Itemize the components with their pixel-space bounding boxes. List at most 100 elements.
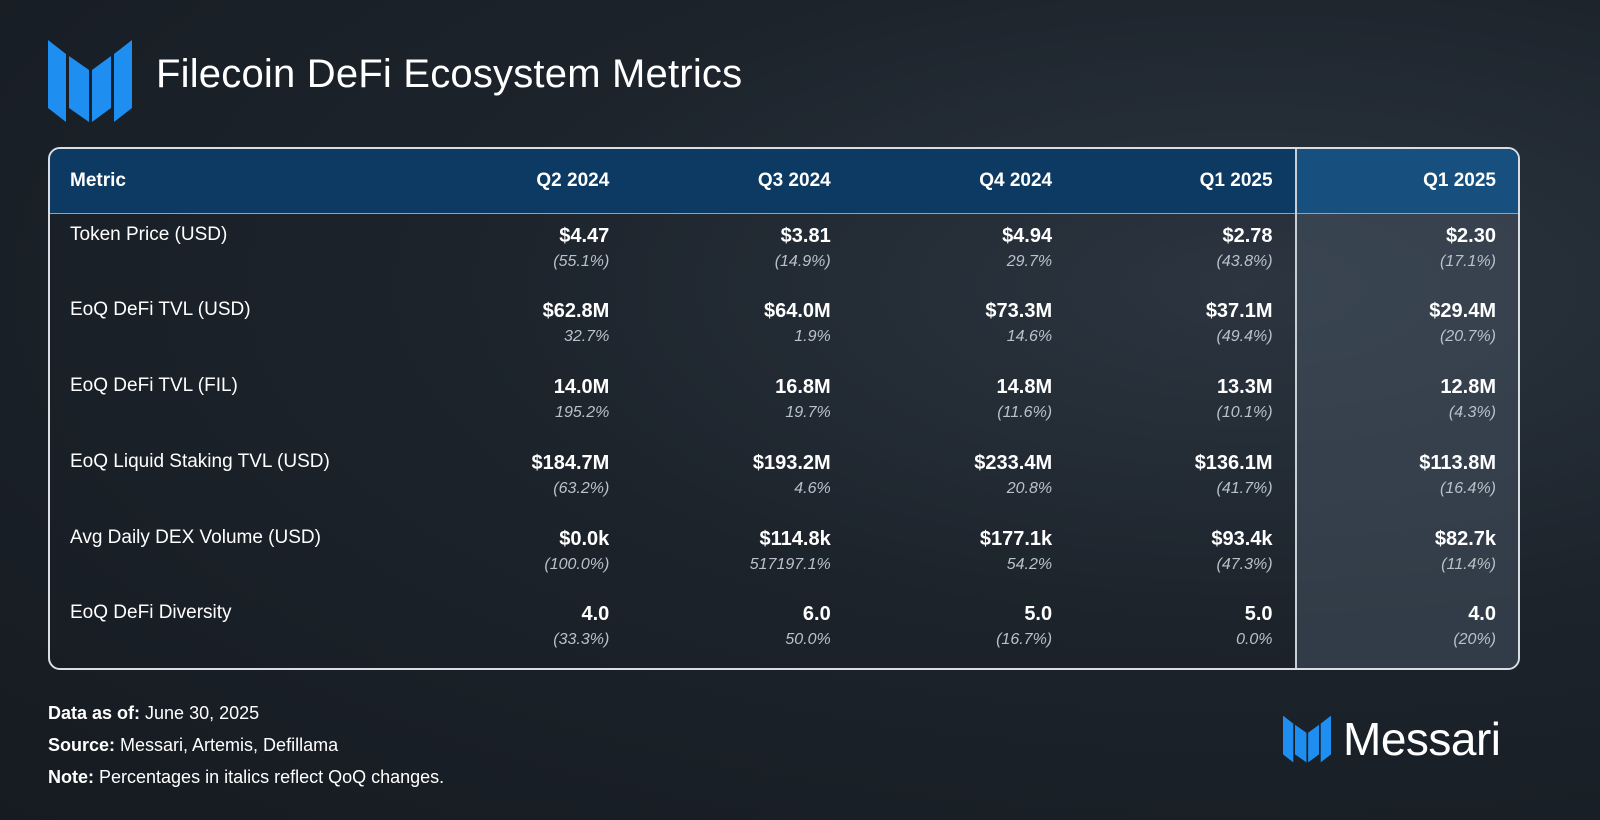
cell-value: $177.1k (979, 527, 1053, 550)
table-row: EoQ DeFi TVL (FIL) 14.0M 195.2% 16.8M 19.7% 1… (50, 365, 1518, 441)
cell-value: 4.0 (581, 603, 610, 626)
table-cell: $136.1M (41.7%) (1074, 441, 1295, 517)
cell-change: 20.8% (1006, 479, 1053, 497)
cell-value: $29.4M (1429, 300, 1496, 323)
cell-change: (43.8%) (1216, 252, 1273, 270)
cell-value: $2.30 (1445, 224, 1496, 247)
table-cell: 4.0 (20%) (1294, 592, 1518, 668)
cell-change: (33.3%) (553, 631, 610, 649)
cell-value: $2.78 (1222, 224, 1273, 247)
metric-label: EoQ Liquid Staking TVL (USD) (70, 450, 330, 472)
footer-notes: Data as of: June 30, 2025 Source: Messar… (48, 697, 444, 793)
source-line: Source: Messari, Artemis, Defillama (48, 735, 339, 755)
cell-change: (10.1%) (1216, 404, 1273, 422)
table-cell: $82.7k (11.4%) (1294, 516, 1518, 593)
metric-label: Avg Daily DEX Volume (USD) (70, 526, 321, 548)
table-cell: $64.0M 1.9% (631, 289, 852, 365)
cell-value: $93.4k (1211, 527, 1273, 550)
table-cell: $2.78 (43.8%) (1074, 213, 1295, 289)
column-header: Metric (50, 149, 404, 214)
cell-value: 4.0 (1468, 603, 1496, 626)
cell-change: (47.3%) (1216, 555, 1273, 573)
cell-change: 32.7% (563, 328, 610, 346)
table-cell: 5.0 0.0% (1074, 592, 1295, 668)
cell-value: $4.94 (1002, 224, 1053, 247)
table-cell: $4.47 (55.1%) (404, 213, 631, 289)
cell-value: $233.4M (974, 451, 1053, 474)
table-row: Token Price (USD) $4.47 (55.1%) $3.81 (14.9%… (50, 213, 1518, 290)
cell-value: 16.8M (775, 376, 831, 399)
cell-value: $62.8M (542, 300, 610, 323)
metric-label: EoQ DeFi TVL (USD) (70, 299, 251, 321)
cell-value: 12.8M (1440, 376, 1496, 399)
table-cell: $177.1k 54.2% (853, 517, 1074, 593)
table-cell: $4.94 29.7% (853, 213, 1074, 289)
table-cell: 16.8M 19.7% (631, 365, 852, 441)
cell-change: (20%) (1453, 631, 1496, 649)
table-cell: $37.1M (49.4%) (1074, 289, 1295, 365)
cell-change: 54.2% (1006, 555, 1053, 573)
column-header: Q1 2025 (1074, 149, 1296, 214)
table-cell: $62.8M 32.7% (404, 289, 631, 365)
cell-change: (55.1%) (553, 252, 610, 270)
table-cell: $0.0k (100.0%) (404, 517, 631, 593)
table-cell: 6.0 50.0% (631, 592, 852, 668)
cell-value: 14.8M (996, 376, 1053, 399)
metrics-table: Metric Q2 2024 Q3 2024 Q4 2024 Q1 2025 Q… (50, 149, 1518, 668)
cell-change: (14.9%) (774, 252, 831, 270)
cell-change: (63.2%) (553, 479, 610, 497)
cell-value: $113.8M (1419, 451, 1496, 474)
table-cell: $29.4M (20.7%) (1294, 289, 1518, 366)
table-cell: $3.81 (14.9%) (631, 213, 852, 289)
cell-change: 0.0% (1236, 631, 1273, 649)
cell-change: 14.6% (1006, 328, 1053, 346)
cell-value: $37.1M (1205, 300, 1273, 323)
table-cell: $193.2M 4.6% (631, 441, 852, 517)
cell-change: 50.0% (785, 631, 831, 649)
cell-value: 5.0 (1024, 603, 1053, 626)
table-row: EoQ DeFi Diversity 4.0 (33.3%) 6.0 50.0% 5.0 (… (50, 592, 1518, 668)
cell-change: (11.6%) (997, 404, 1053, 422)
cell-change: 29.7% (1006, 252, 1053, 270)
cell-value: $136.1M (1194, 451, 1273, 474)
cell-change: 1.9% (794, 328, 831, 346)
data-as-of: Data as of: June 30, 2025 (48, 703, 260, 723)
table-cell: $2.30 (17.1%) (1294, 213, 1518, 290)
table-cell: $184.7M (63.2%) (404, 441, 631, 517)
messari-brand-icon (1283, 715, 1331, 763)
cell-value: 6.0 (802, 603, 831, 626)
table-cell: 4.0 (33.3%) (404, 592, 631, 668)
cell-value: $4.47 (559, 224, 610, 247)
cell-change: (16.7%) (996, 631, 1053, 649)
metric-label: EoQ DeFi Diversity (70, 602, 232, 624)
table-cell: 14.0M 195.2% (404, 365, 631, 441)
page-title: Filecoin DeFi Ecosystem Metrics (156, 52, 743, 96)
cell-change: (17.1%) (1439, 252, 1496, 270)
brand-name: Messari (1343, 713, 1501, 765)
cell-change: (20.7%) (1439, 328, 1496, 346)
cell-value: $193.2M (752, 451, 831, 474)
table-cell: 13.3M (10.1%) (1074, 365, 1295, 441)
table-cell: $73.3M 14.6% (853, 289, 1074, 365)
cell-change: (49.4%) (1216, 328, 1273, 346)
cell-change: (11.4%) (1441, 555, 1496, 573)
cell-value: 5.0 (1244, 603, 1273, 626)
cell-change: (16.4%) (1439, 479, 1496, 497)
messari-brand: Messari (1283, 713, 1501, 765)
table-row: EoQ Liquid Staking TVL (USD) $184.7M (63.2… (50, 440, 1518, 517)
table-cell: 12.8M (4.3%) (1294, 365, 1518, 441)
column-header: Q2 2024 (403, 149, 632, 214)
metric-label: Token Price (USD) (70, 223, 228, 245)
cell-change: 517197.1% (749, 555, 831, 573)
table-cell: 14.8M (11.6%) (853, 365, 1074, 441)
cell-value: $0.0k (559, 527, 610, 550)
cell-change: 19.7% (785, 404, 831, 422)
table-cell: 5.0 (16.7%) (853, 592, 1074, 668)
cell-value: $64.0M (764, 300, 831, 323)
metrics-table-container: Metric Q2 2024 Q3 2024 Q4 2024 Q1 2025 Q… (48, 147, 1520, 670)
column-header: Q3 2024 (631, 149, 853, 214)
cell-change: (100.0%) (544, 555, 610, 573)
cell-value: 14.0M (553, 376, 610, 399)
cell-value: $114.8k (759, 527, 831, 550)
table-header-row: Metric Q2 2024 Q3 2024 Q4 2024 Q1 2025 Q… (50, 149, 1518, 214)
